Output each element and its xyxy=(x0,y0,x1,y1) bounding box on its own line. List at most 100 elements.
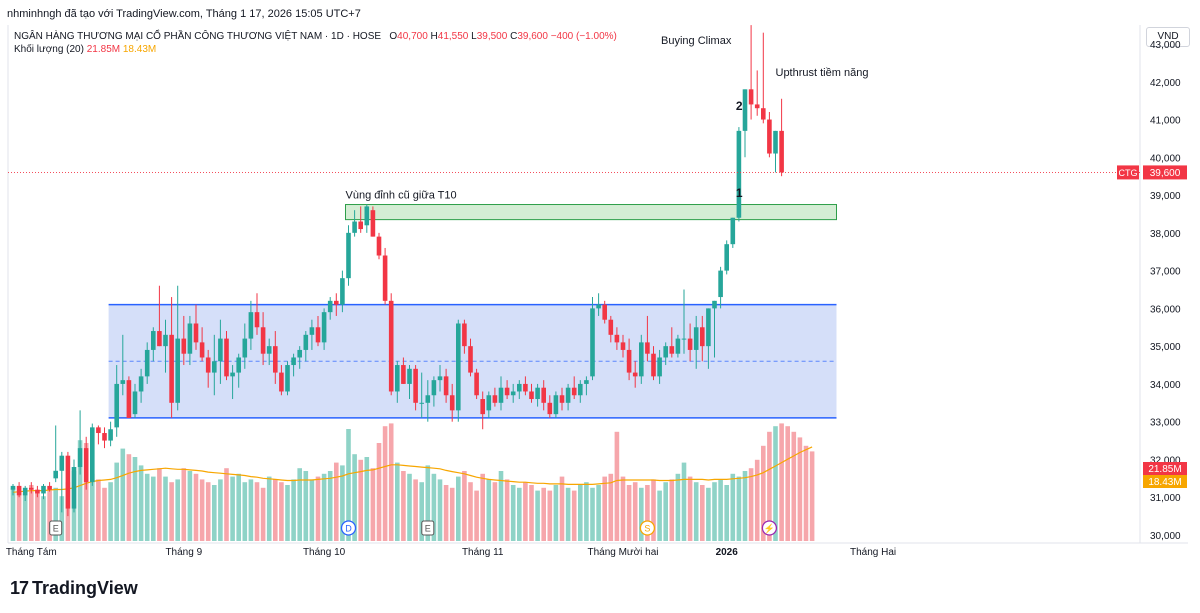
volume-bar xyxy=(779,423,784,541)
volume-bar xyxy=(761,445,766,541)
volume-bar xyxy=(797,437,803,541)
volume-bar xyxy=(102,487,107,541)
volume-bar xyxy=(83,443,89,541)
volume-bar xyxy=(90,473,95,541)
candle-body xyxy=(90,427,95,483)
candle-body xyxy=(681,338,687,340)
candle-body xyxy=(449,395,455,411)
volume-bar xyxy=(620,476,626,541)
currency-button[interactable]: VND xyxy=(1146,27,1190,47)
volume-bar xyxy=(126,454,132,541)
volume-bar xyxy=(626,485,632,541)
candle-body xyxy=(663,346,668,358)
volume-bar xyxy=(16,490,22,541)
candle-body xyxy=(486,395,492,411)
volume-bar xyxy=(486,479,492,541)
candle-body xyxy=(187,323,193,354)
candle-body xyxy=(297,349,302,358)
candle-body xyxy=(761,108,766,120)
candle-body xyxy=(163,334,168,347)
volume-bar xyxy=(681,462,687,541)
close-label: C xyxy=(510,31,518,42)
candle-body xyxy=(29,487,34,490)
volume-bar xyxy=(169,482,174,541)
price-axis-tick: 42,000 xyxy=(1150,78,1181,89)
candle-body xyxy=(773,130,778,154)
candle-body xyxy=(541,387,546,403)
candle-body xyxy=(47,485,52,490)
volume-bar xyxy=(614,431,620,541)
candle-body xyxy=(291,357,296,366)
volume-bar xyxy=(730,473,736,541)
volume-bar xyxy=(645,485,650,541)
volume-bar xyxy=(53,487,58,541)
candle-body xyxy=(236,357,241,373)
volume-bar xyxy=(254,482,260,541)
volume-bar xyxy=(700,485,705,541)
candle-body xyxy=(443,376,449,396)
volume-bar xyxy=(401,471,406,541)
volume-bar xyxy=(144,473,150,541)
volume-bar xyxy=(77,440,83,541)
candle-body xyxy=(96,427,101,434)
volume-bar xyxy=(578,485,583,541)
event-marker: ⚡ xyxy=(761,520,778,536)
candle-body xyxy=(590,308,595,377)
candle-body xyxy=(279,372,284,392)
change-value: −400 (−1.00%) xyxy=(550,31,617,42)
volume-legend-label: Khối lượng (20) xyxy=(14,44,84,55)
tradingview-logo-text: TradingView xyxy=(32,578,138,598)
candle-body xyxy=(266,346,272,354)
candle-body xyxy=(754,104,760,109)
candle-body xyxy=(16,485,22,496)
volume-bar xyxy=(419,482,424,541)
candle-body xyxy=(767,119,772,154)
last-price-tag: CTG 39,600 xyxy=(1117,165,1187,180)
volume-bar xyxy=(687,476,693,541)
volume-axis-tag-bg xyxy=(1143,462,1187,475)
volume-bar xyxy=(151,476,156,541)
volume-bar xyxy=(541,487,546,541)
wave-number-label: 2 xyxy=(736,99,743,113)
candle-body xyxy=(700,327,705,347)
event-marker-bg xyxy=(639,520,656,536)
candle-body xyxy=(498,387,504,403)
time-axis-label: Tháng 10 xyxy=(303,547,346,558)
candle-body xyxy=(748,89,754,105)
candle-body xyxy=(425,395,431,403)
volume-bar xyxy=(449,487,455,541)
earnings-marker-bg xyxy=(421,520,435,536)
volume-bar xyxy=(407,473,412,541)
candle-body xyxy=(22,487,28,496)
candle-body xyxy=(340,278,345,305)
candle-body xyxy=(456,323,461,411)
resistance-zone-box xyxy=(345,204,837,221)
volume-bar xyxy=(96,479,101,541)
price-axis-tick: 39,000 xyxy=(1150,191,1181,202)
volume-bar xyxy=(663,482,668,541)
candle-body xyxy=(517,383,522,392)
candle-body xyxy=(565,387,571,403)
price-axis-tick: 32,000 xyxy=(1150,455,1181,466)
volume-bar xyxy=(108,482,113,541)
candle-body xyxy=(254,312,260,328)
volume-bar xyxy=(809,451,815,541)
volume-ma-line xyxy=(12,446,813,493)
volume-bar xyxy=(218,479,223,541)
volume-axis-tag-bg xyxy=(1143,475,1187,488)
candle-body xyxy=(419,402,424,404)
price-axis-tick: 31,000 xyxy=(1150,493,1181,504)
candle-body xyxy=(626,349,632,373)
candle-body xyxy=(596,304,601,309)
volume-bar xyxy=(266,476,272,541)
candle-body xyxy=(468,346,473,373)
price-axis-tick: 41,000 xyxy=(1150,116,1181,127)
volume-bar xyxy=(693,482,699,541)
resistance-zone-label: Vùng đỉnh cũ giữa T10 xyxy=(346,190,457,202)
event-marker: D xyxy=(340,520,357,536)
event-marker-bg xyxy=(340,520,357,536)
last-price-value: 39,600 xyxy=(1150,168,1181,179)
price-axis-tick: 40,000 xyxy=(1150,153,1181,164)
candle-body xyxy=(364,206,370,226)
